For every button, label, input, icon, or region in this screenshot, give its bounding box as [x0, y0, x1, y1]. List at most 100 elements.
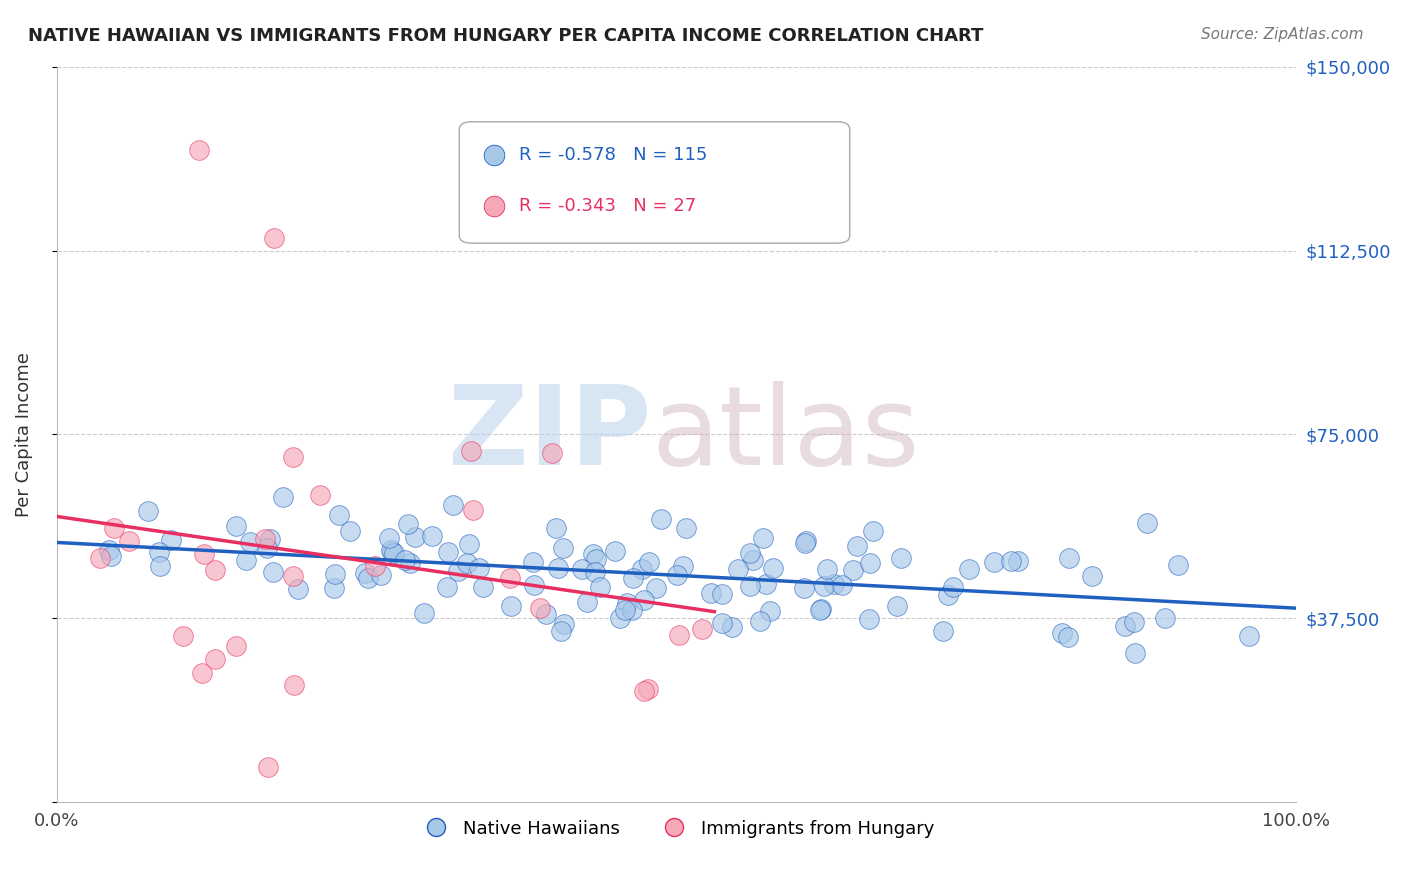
Point: [263, 231, 285, 245]
Point: [471, 581, 494, 595]
Text: Source: ZipAtlas.com: Source: ZipAtlas.com: [1201, 27, 1364, 42]
Point: [456, 556, 478, 570]
Point: [858, 612, 880, 626]
Point: [257, 760, 280, 774]
Point: [644, 581, 666, 595]
Point: [148, 544, 170, 558]
Point: [675, 521, 697, 535]
Legend: Native Hawaiians, Immigrants from Hungary: Native Hawaiians, Immigrants from Hungar…: [411, 813, 942, 845]
Point: [813, 579, 835, 593]
Point: [482, 795, 505, 809]
Point: [553, 617, 575, 632]
Point: [328, 508, 350, 523]
Point: [193, 547, 215, 561]
Point: [523, 578, 546, 592]
Point: [283, 678, 305, 692]
Point: [889, 551, 911, 566]
Point: [793, 581, 815, 595]
Point: [281, 450, 304, 464]
Point: [1081, 568, 1104, 582]
Point: [1123, 646, 1146, 660]
Point: [690, 623, 713, 637]
Point: [420, 528, 443, 542]
Point: [534, 607, 557, 622]
Point: [665, 568, 688, 582]
Point: [529, 601, 551, 615]
Point: [1050, 626, 1073, 640]
Point: [810, 602, 832, 616]
Point: [380, 545, 402, 559]
Point: [271, 490, 294, 504]
Point: [859, 556, 882, 570]
Point: [323, 581, 346, 595]
Text: NATIVE HAWAIIAN VS IMMIGRANTS FROM HUNGARY PER CAPITA INCOME CORRELATION CHART: NATIVE HAWAIIAN VS IMMIGRANTS FROM HUNGA…: [28, 27, 983, 45]
Point: [1237, 629, 1260, 643]
Point: [412, 606, 434, 620]
Point: [633, 683, 655, 698]
Point: [762, 560, 785, 574]
Text: atlas: atlas: [651, 381, 920, 488]
Point: [436, 580, 458, 594]
Point: [672, 559, 695, 574]
Point: [394, 553, 416, 567]
Point: [621, 603, 644, 617]
Point: [281, 568, 304, 582]
Point: [650, 511, 672, 525]
Point: [1000, 554, 1022, 568]
Point: [89, 550, 111, 565]
Point: [983, 555, 1005, 569]
Point: [571, 562, 593, 576]
Point: [846, 539, 869, 553]
Point: [138, 504, 160, 518]
Point: [382, 546, 405, 560]
Point: [630, 562, 652, 576]
Point: [585, 552, 607, 566]
Point: [942, 581, 965, 595]
Point: [823, 577, 845, 591]
Point: [794, 533, 817, 548]
Point: [609, 611, 631, 625]
Point: [576, 595, 599, 609]
Point: [225, 639, 247, 653]
Point: [583, 565, 606, 579]
Point: [742, 553, 765, 567]
Point: [1167, 558, 1189, 573]
Point: [613, 603, 636, 617]
Point: [621, 571, 644, 585]
Point: [378, 532, 401, 546]
Point: [447, 564, 470, 578]
Point: [550, 624, 572, 638]
Point: [711, 587, 734, 601]
Point: [1122, 615, 1144, 629]
Point: [204, 563, 226, 577]
Point: [235, 553, 257, 567]
Point: [582, 547, 605, 561]
Point: [957, 562, 980, 576]
Point: [436, 545, 458, 559]
Point: [721, 620, 744, 634]
Point: [1057, 550, 1080, 565]
Point: [668, 628, 690, 642]
Point: [711, 615, 734, 630]
Point: [700, 586, 723, 600]
Point: [457, 536, 479, 550]
Point: [357, 571, 380, 585]
Point: [589, 580, 612, 594]
Point: [404, 530, 426, 544]
Point: [380, 543, 402, 558]
Point: [1154, 610, 1177, 624]
Point: [637, 682, 659, 697]
Point: [522, 555, 544, 569]
Point: [616, 595, 638, 609]
Point: [160, 533, 183, 547]
Point: [605, 544, 627, 558]
Point: [188, 143, 211, 157]
Point: [398, 516, 420, 531]
Point: [100, 549, 122, 564]
Point: [831, 577, 853, 591]
Point: [886, 599, 908, 613]
Point: [468, 560, 491, 574]
Point: [794, 535, 817, 549]
Point: [461, 502, 484, 516]
Point: [172, 629, 194, 643]
